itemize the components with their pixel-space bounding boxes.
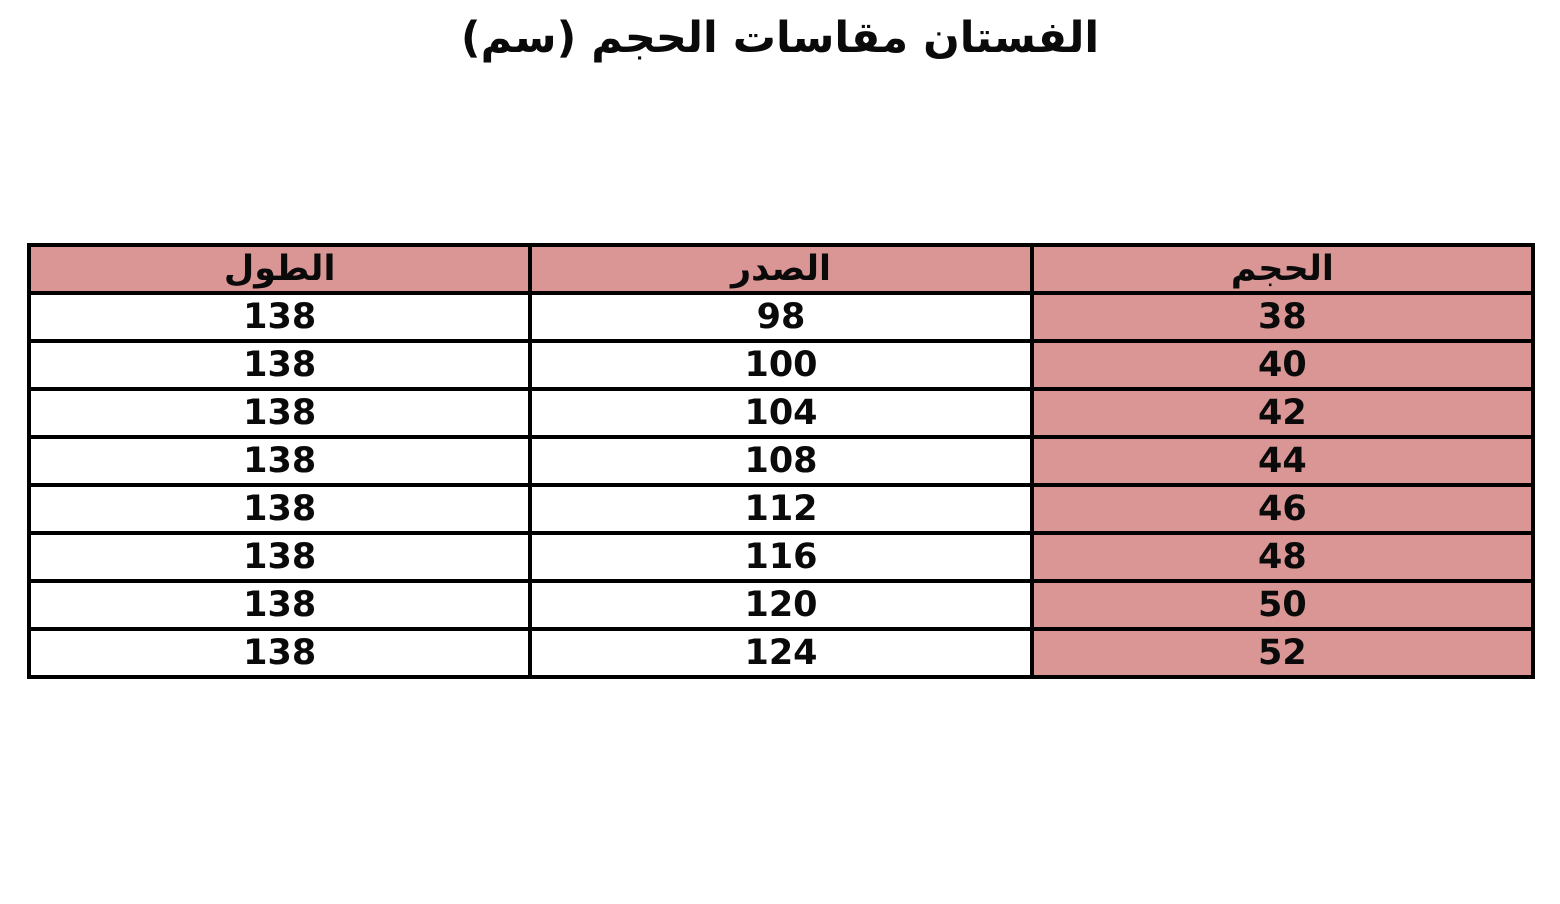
chest-cell: 112 xyxy=(528,483,1034,535)
chest-cell: 116 xyxy=(528,531,1034,583)
size-cell: 44 xyxy=(1029,435,1536,487)
chest-cell: 104 xyxy=(528,387,1034,439)
size-cell: 46 xyxy=(1029,483,1536,535)
length-cell: 138 xyxy=(26,435,533,487)
length-cell: 138 xyxy=(26,339,533,391)
length-cell: 138 xyxy=(26,291,533,343)
size-chart-header: الحجم الصدر الطول xyxy=(26,243,1536,295)
header-row: الحجم الصدر الطول xyxy=(26,243,1536,295)
size-cell: 48 xyxy=(1029,531,1536,583)
chest-cell: 120 xyxy=(528,579,1034,631)
length-cell: 138 xyxy=(26,579,533,631)
table-row: 38 98 138 xyxy=(26,291,1536,343)
chest-cell: 124 xyxy=(528,627,1034,679)
size-chart-table: الحجم الصدر الطول 38 98 138 40 100 138 4… xyxy=(26,243,1536,679)
size-cell: 42 xyxy=(1029,387,1536,439)
length-cell: 138 xyxy=(26,483,533,535)
page-title: الفستان مقاسات الحجم (سم) xyxy=(460,13,1100,63)
size-cell: 38 xyxy=(1029,291,1536,343)
table-row: 48 116 138 xyxy=(26,531,1536,583)
length-cell: 138 xyxy=(26,627,533,679)
size-cell: 52 xyxy=(1029,627,1536,679)
chest-cell: 108 xyxy=(528,435,1034,487)
length-cell: 138 xyxy=(26,387,533,439)
header-cell-length: الطول xyxy=(26,243,533,295)
size-cell: 40 xyxy=(1029,339,1536,391)
chest-cell: 98 xyxy=(528,291,1034,343)
size-chart-body: 38 98 138 40 100 138 42 104 138 44 108 1… xyxy=(26,291,1536,679)
chest-cell: 100 xyxy=(528,339,1034,391)
table-row: 46 112 138 xyxy=(26,483,1536,535)
table-row: 40 100 138 xyxy=(26,339,1536,391)
table-row: 42 104 138 xyxy=(26,387,1536,439)
size-cell: 50 xyxy=(1029,579,1536,631)
table-row: 52 124 138 xyxy=(26,627,1536,679)
table-row: 44 108 138 xyxy=(26,435,1536,487)
header-cell-size: الحجم xyxy=(1029,243,1536,295)
length-cell: 138 xyxy=(26,531,533,583)
header-cell-chest: الصدر xyxy=(528,243,1034,295)
table-row: 50 120 138 xyxy=(26,579,1536,631)
